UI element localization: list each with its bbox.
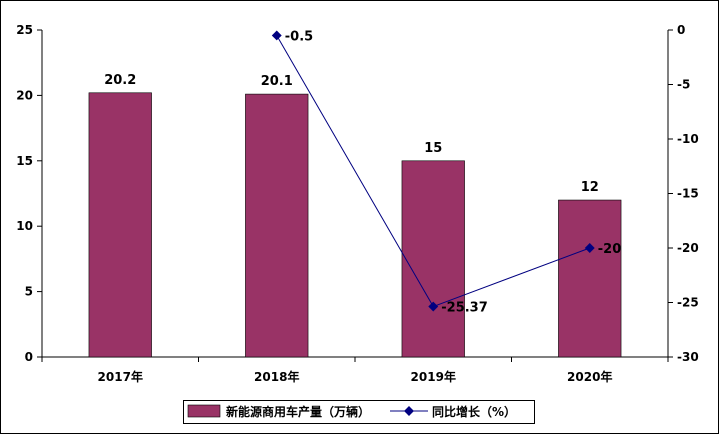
- legend-bar-label: 新能源商用车产量（万辆）: [226, 404, 370, 419]
- y-right-tick-label: -20: [677, 241, 699, 255]
- y-right-tick-label: -10: [677, 132, 699, 146]
- growth-line-layer: -0.5 -25.37 -20: [271, 29, 622, 316]
- bar-value-label: 20.1: [261, 74, 293, 89]
- y-right-tick-label: -5: [677, 78, 690, 92]
- bar-value-label: 15: [424, 141, 442, 156]
- growth-point: [428, 301, 439, 312]
- legend: 新能源商用车产量（万辆） 同比增长（%）: [183, 400, 535, 424]
- y-left-tick-label: 5: [25, 285, 33, 299]
- x-tick-label: 2018年: [254, 369, 299, 384]
- growth-value-label: -0.5: [285, 29, 313, 44]
- legend-line-label: 同比增长（%）: [432, 404, 516, 419]
- x-tick-label: 2019年: [411, 369, 456, 384]
- bar: [245, 93, 309, 358]
- y-left-tick-label: 20: [16, 88, 33, 102]
- growth-value-label: -20: [598, 242, 622, 257]
- bars: [88, 92, 622, 358]
- growth-point: [584, 243, 595, 253]
- y-right-tick-label: -30: [677, 350, 699, 364]
- y-left-tick-label: 25: [16, 23, 33, 37]
- bar-labels: 20.2 20.1 15 12: [104, 73, 599, 195]
- x-tick-label: 2020年: [567, 369, 612, 384]
- y-left-tick-label: 0: [25, 350, 33, 364]
- y-right-tick-label: 0: [677, 23, 685, 37]
- bar: [88, 92, 152, 358]
- y-right-tick-label: -25: [677, 296, 699, 310]
- x-tick-label: 2017年: [98, 369, 143, 384]
- y-left-tick-label: 15: [16, 154, 33, 168]
- bar: [558, 199, 622, 358]
- y-left-tick-label: 10: [16, 219, 33, 233]
- legend-box: [183, 400, 535, 424]
- legend-bar-swatch: [187, 404, 221, 418]
- y-right-tick-label: -15: [677, 187, 699, 201]
- bar-value-label: 20.2: [104, 73, 136, 88]
- bar: [401, 160, 465, 358]
- legend-line-marker: [404, 406, 414, 416]
- growth-value-label: -25.37: [441, 301, 488, 316]
- bar-value-label: 12: [581, 180, 599, 195]
- axes: 0 5 10 15 20 25 0 -5 -10 -15 -20 -25 -30 2017年 2018年 20…: [16, 23, 698, 384]
